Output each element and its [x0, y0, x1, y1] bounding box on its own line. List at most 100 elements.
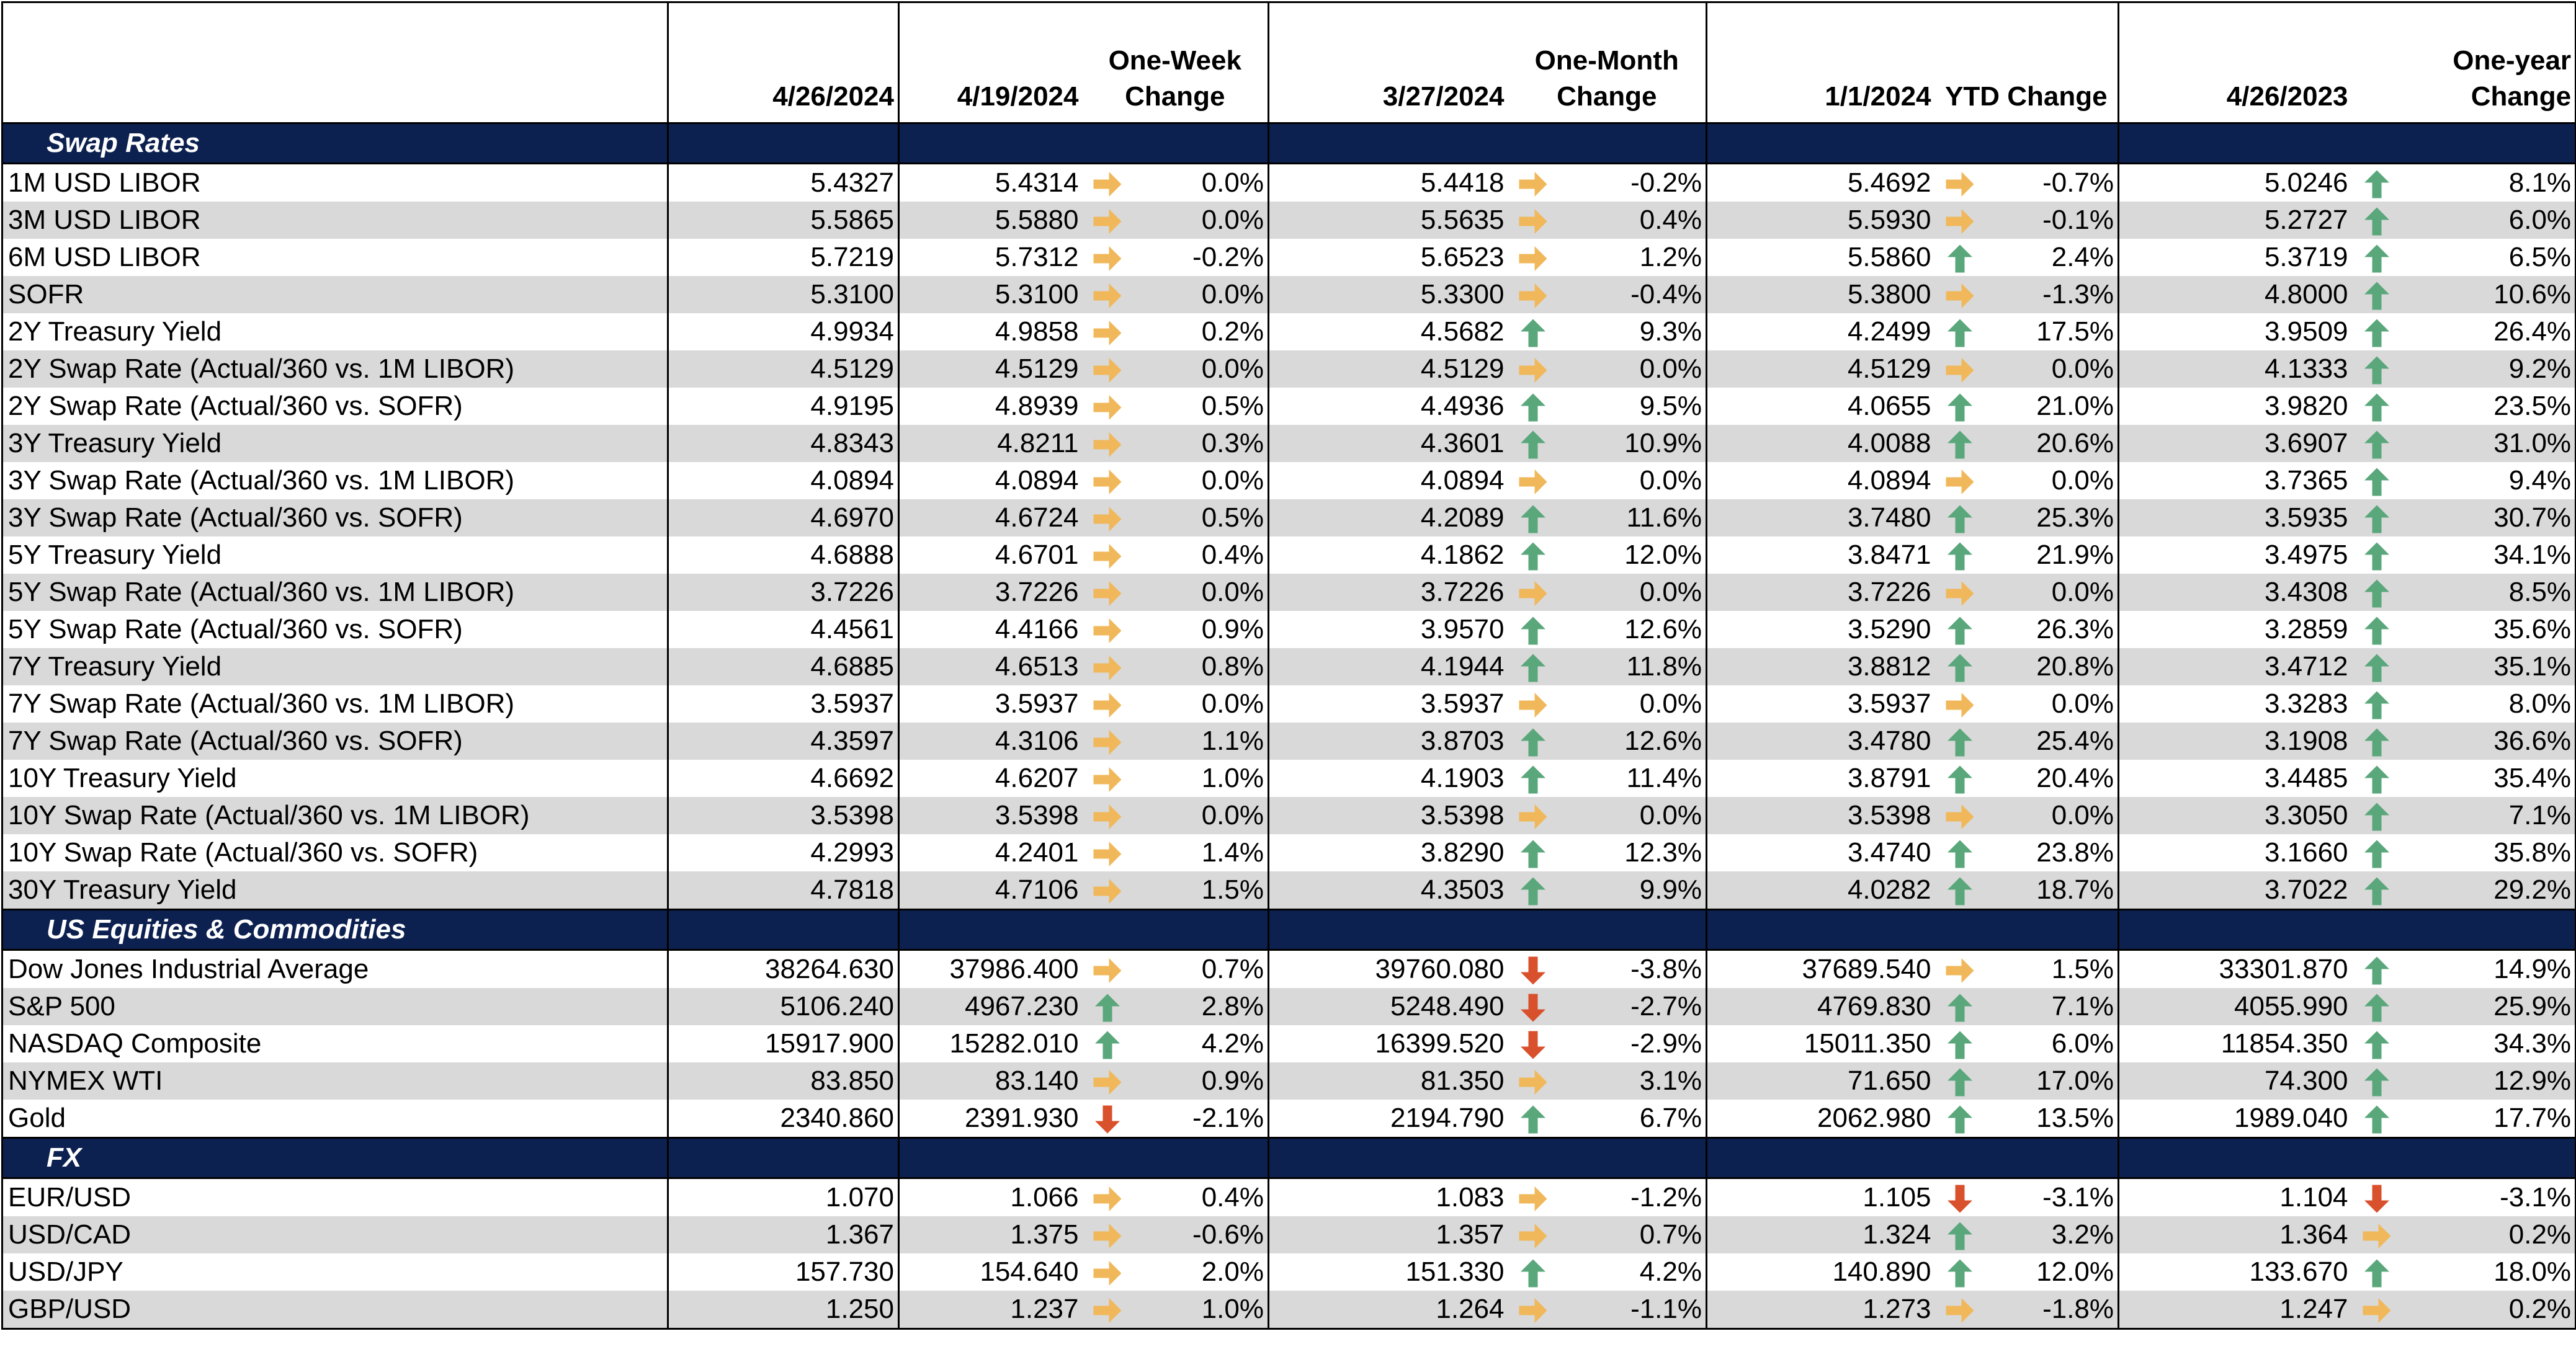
change-week: 0.4% — [1132, 1178, 1269, 1216]
change-year: 35.4% — [2401, 760, 2576, 797]
value-current: 4.9934 — [668, 313, 900, 350]
trend-week — [1083, 1178, 1132, 1217]
trend-ytd — [1935, 1253, 1985, 1291]
flat-arrow-icon — [1519, 209, 1547, 234]
change-week: -0.6% — [1132, 1216, 1269, 1253]
flat-arrow-icon — [1093, 730, 1121, 755]
change-year: 0.2% — [2401, 1216, 2576, 1253]
value-week: 2391.930 — [964, 1103, 1079, 1133]
flat-arrow-icon — [1946, 581, 1974, 607]
value-week: 4.8211 — [898, 425, 1083, 462]
value-week: 15282.010 — [949, 1028, 1079, 1059]
trend-month — [1508, 1100, 1558, 1138]
value-week: 3.7226 — [898, 574, 1083, 611]
value-current: 1.250 — [668, 1291, 900, 1330]
value-current: 2340.860 — [668, 1100, 900, 1138]
value-week: 3.5398 — [898, 797, 1083, 834]
trend-year — [2351, 350, 2402, 388]
change-ytd: 2.4% — [1984, 239, 2120, 276]
change-week: 0.4% — [1132, 536, 1269, 574]
flat-arrow-icon — [1093, 1070, 1121, 1095]
trend-week — [1083, 950, 1132, 989]
value-year: 4055.990 — [2118, 988, 2352, 1025]
change-ytd: 20.4% — [1984, 760, 2120, 797]
change-ytd: 17.0% — [1984, 1062, 2120, 1100]
row-label: S&P 500 — [1, 988, 669, 1025]
up-arrow-icon — [2364, 542, 2389, 571]
trend-month — [1508, 1253, 1558, 1291]
value-month: 39760.080 — [1375, 954, 1505, 984]
trend-ytd — [1934, 797, 1985, 834]
change-ytd: 26.3% — [1984, 611, 2120, 648]
table-row: 5Y Treasury Yield 4.6888 4.6701 0.4% 4.1862 1… — [1, 536, 2576, 574]
trend-month — [1508, 239, 1558, 276]
change-ytd: 0.0% — [1984, 685, 2120, 723]
up-arrow-icon — [2364, 1105, 2389, 1134]
change-ytd: -3.1% — [1984, 1178, 2120, 1216]
change-year: 17.7% — [2401, 1100, 2576, 1138]
change-year: 9.4% — [2401, 462, 2576, 499]
trend-year — [2352, 388, 2402, 425]
trend-week — [1082, 499, 1132, 536]
up-arrow-icon — [1947, 1068, 1972, 1097]
section-header-fill — [1706, 909, 2120, 951]
section-header-fill — [2118, 1137, 2576, 1179]
row-label: 2Y Swap Rate (Actual/360 vs. 1M LIBOR) — [1, 350, 669, 388]
up-arrow-icon — [1520, 654, 1545, 682]
value-current: 4.3597 — [668, 723, 900, 760]
up-arrow-icon — [1520, 319, 1545, 347]
flat-arrow-icon — [1946, 1298, 1974, 1324]
change-month: 0.0% — [1557, 574, 1708, 611]
table-row: 2Y Swap Rate (Actual/360 vs. SOFR) 4.9195… — [1, 388, 2576, 425]
value-current: 4.6888 — [668, 536, 900, 574]
up-arrow-icon — [2364, 840, 2389, 868]
change-month: 0.0% — [1557, 350, 1708, 388]
up-arrow-icon — [2364, 170, 2389, 198]
up-arrow-icon — [1520, 430, 1545, 459]
row-label: 10Y Swap Rate (Actual/360 vs. SOFR) — [1, 834, 669, 871]
trend-ytd — [1934, 276, 1985, 313]
trend-week — [1082, 1062, 1132, 1100]
up-arrow-icon — [1947, 994, 1972, 1022]
trend-ytd — [1935, 388, 1985, 425]
change-week: 2.8% — [1132, 988, 1269, 1025]
trend-month — [1508, 1025, 1558, 1062]
value-week: 4.6513 — [898, 648, 1083, 685]
row-label: 30Y Treasury Yield — [1, 871, 669, 910]
trend-ytd — [1935, 239, 1985, 276]
change-week: 0.9% — [1132, 1062, 1269, 1100]
value-current: 1.070 — [668, 1178, 900, 1216]
up-arrow-icon — [2364, 803, 2389, 831]
value-ytd: 3.7480 — [1706, 499, 1935, 536]
change-month: 10.9% — [1557, 425, 1708, 462]
up-arrow-icon — [1947, 728, 1972, 757]
change-week: 0.0% — [1132, 163, 1269, 202]
trend-month — [1508, 388, 1558, 425]
change-month: -0.4% — [1557, 276, 1708, 313]
change-month: 12.6% — [1557, 611, 1708, 648]
change-ytd: 17.5% — [1984, 313, 2120, 350]
trend-ytd — [1934, 1216, 1985, 1253]
change-ytd: 20.6% — [1984, 425, 2120, 462]
value-month: 4.2089 — [1268, 499, 1508, 536]
row-label: 6M USD LIBOR — [1, 239, 669, 276]
trend-year — [2352, 1253, 2402, 1291]
flat-arrow-icon — [1093, 1298, 1121, 1324]
value-month: 4.3503 — [1268, 871, 1508, 910]
table-row: 3M USD LIBOR 5.5865 5.5880 0.0% 5.5635 0.4% 5.… — [1, 202, 2576, 239]
trend-month — [1508, 574, 1558, 611]
change-year: 34.1% — [2401, 536, 2576, 574]
section-header: FX — [1, 1137, 2576, 1179]
flat-arrow-icon — [1093, 693, 1121, 718]
header-date-current: 4/26/2024 — [668, 1, 900, 123]
change-year: 7.1% — [2401, 797, 2576, 834]
trend-month — [1508, 499, 1558, 536]
value-ytd: 4.0282 — [1706, 871, 1935, 910]
up-arrow-icon — [1947, 542, 1972, 571]
trend-month — [1508, 1216, 1558, 1253]
value-month: 4.1862 — [1420, 540, 1505, 570]
up-arrow-icon — [1947, 765, 1972, 794]
value-week: 4.6701 — [995, 540, 1079, 570]
change-ytd: 13.5% — [1984, 1100, 2120, 1138]
